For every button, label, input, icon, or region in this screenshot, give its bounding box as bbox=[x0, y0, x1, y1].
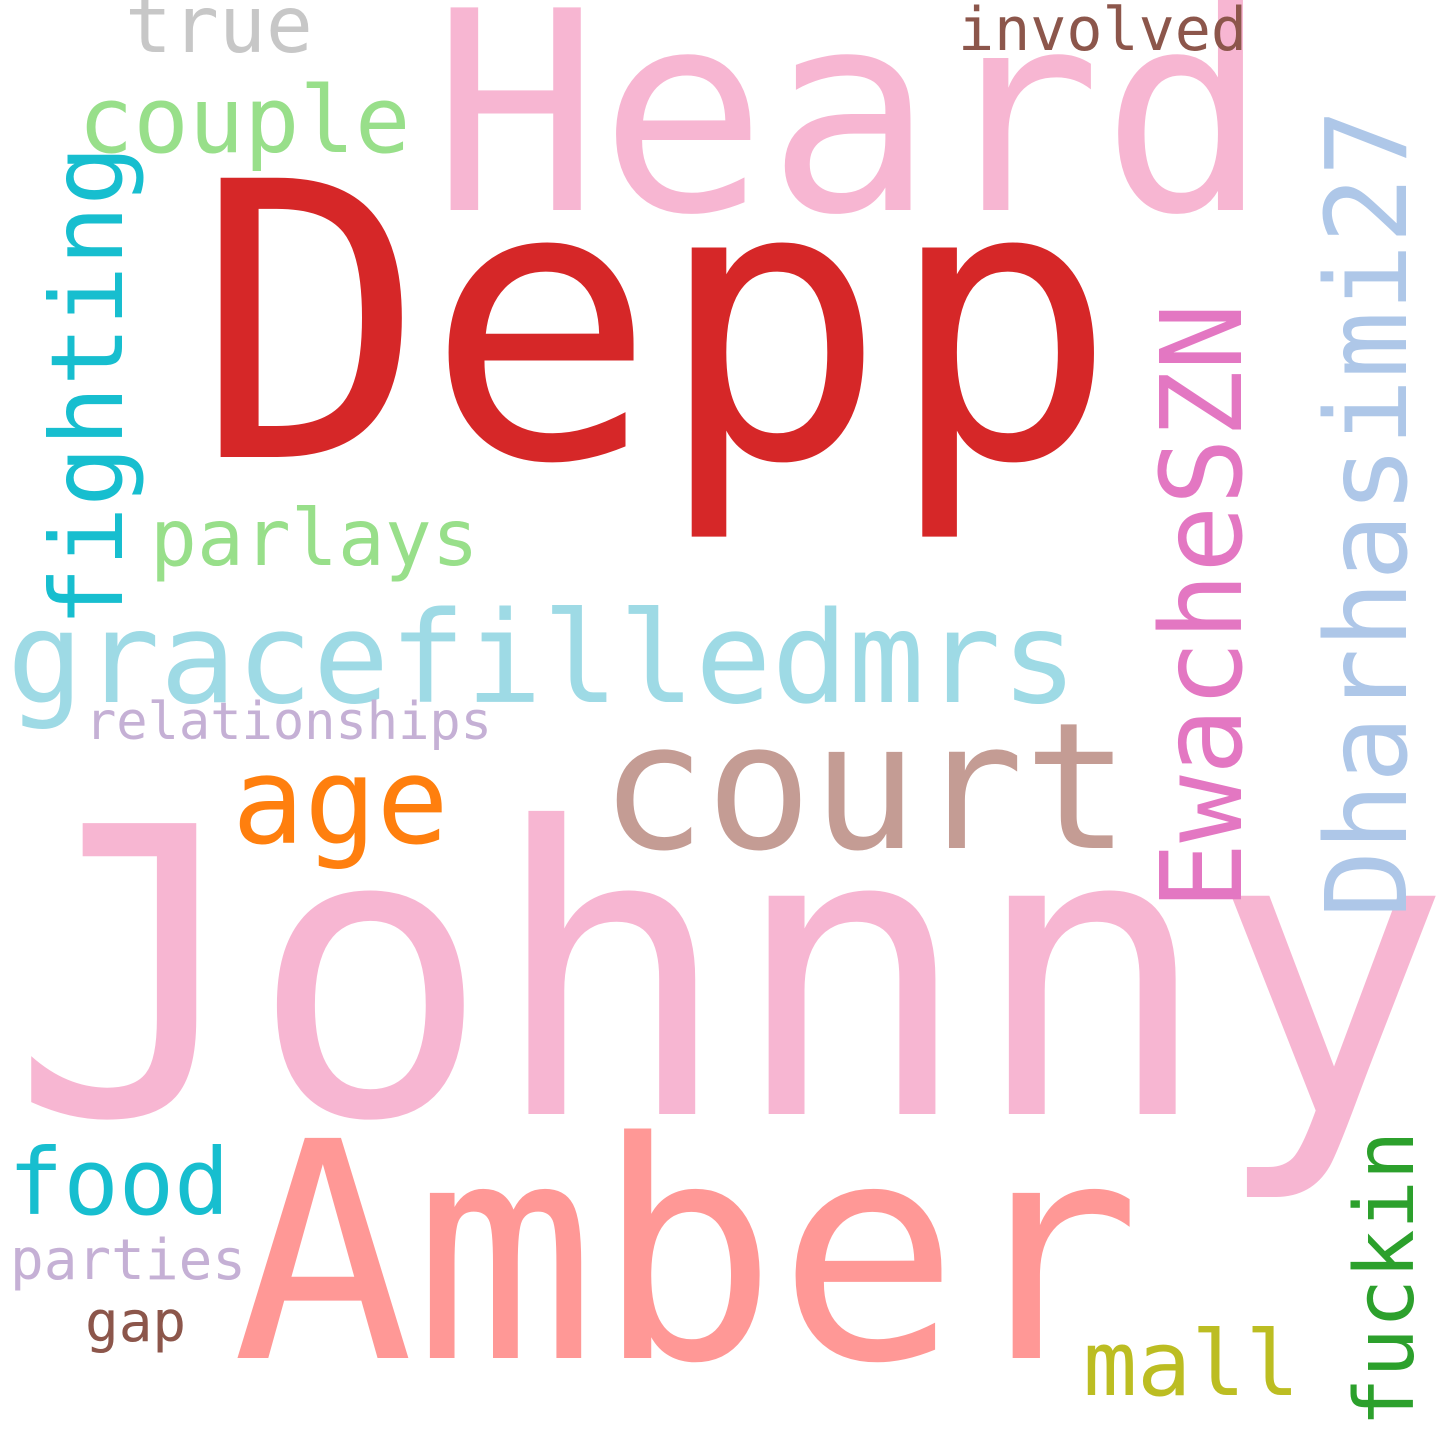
word-true: true bbox=[125, 0, 313, 71]
word-food: food bbox=[8, 1129, 230, 1236]
word-fighting: fighting bbox=[29, 145, 146, 627]
word-couple: couple bbox=[78, 67, 411, 174]
word-amber: Amber bbox=[232, 1079, 1142, 1430]
word-gap: gap bbox=[85, 1290, 187, 1355]
word-court: court bbox=[600, 685, 1130, 890]
word-johnny: Johnny bbox=[10, 745, 1440, 1209]
word-relationships: relationships bbox=[85, 692, 492, 752]
word-gracefilledmrs: gracefilledmrs bbox=[7, 584, 1078, 732]
word-mall: mall bbox=[1083, 1312, 1300, 1417]
word-heard: Heard bbox=[432, 0, 1269, 276]
word-ewacheszn: EwacheSZN bbox=[1138, 303, 1268, 910]
word-age: age bbox=[232, 733, 449, 872]
word-dharhasimi27: Dharhasimi27 bbox=[1303, 108, 1433, 918]
word-fuckin: fuckin bbox=[1338, 1130, 1433, 1427]
word-involved: involved bbox=[958, 0, 1247, 65]
word-depp: Depp bbox=[195, 102, 1118, 548]
word-parties: parties bbox=[10, 1228, 247, 1293]
word-parlays: parlays bbox=[150, 494, 479, 584]
